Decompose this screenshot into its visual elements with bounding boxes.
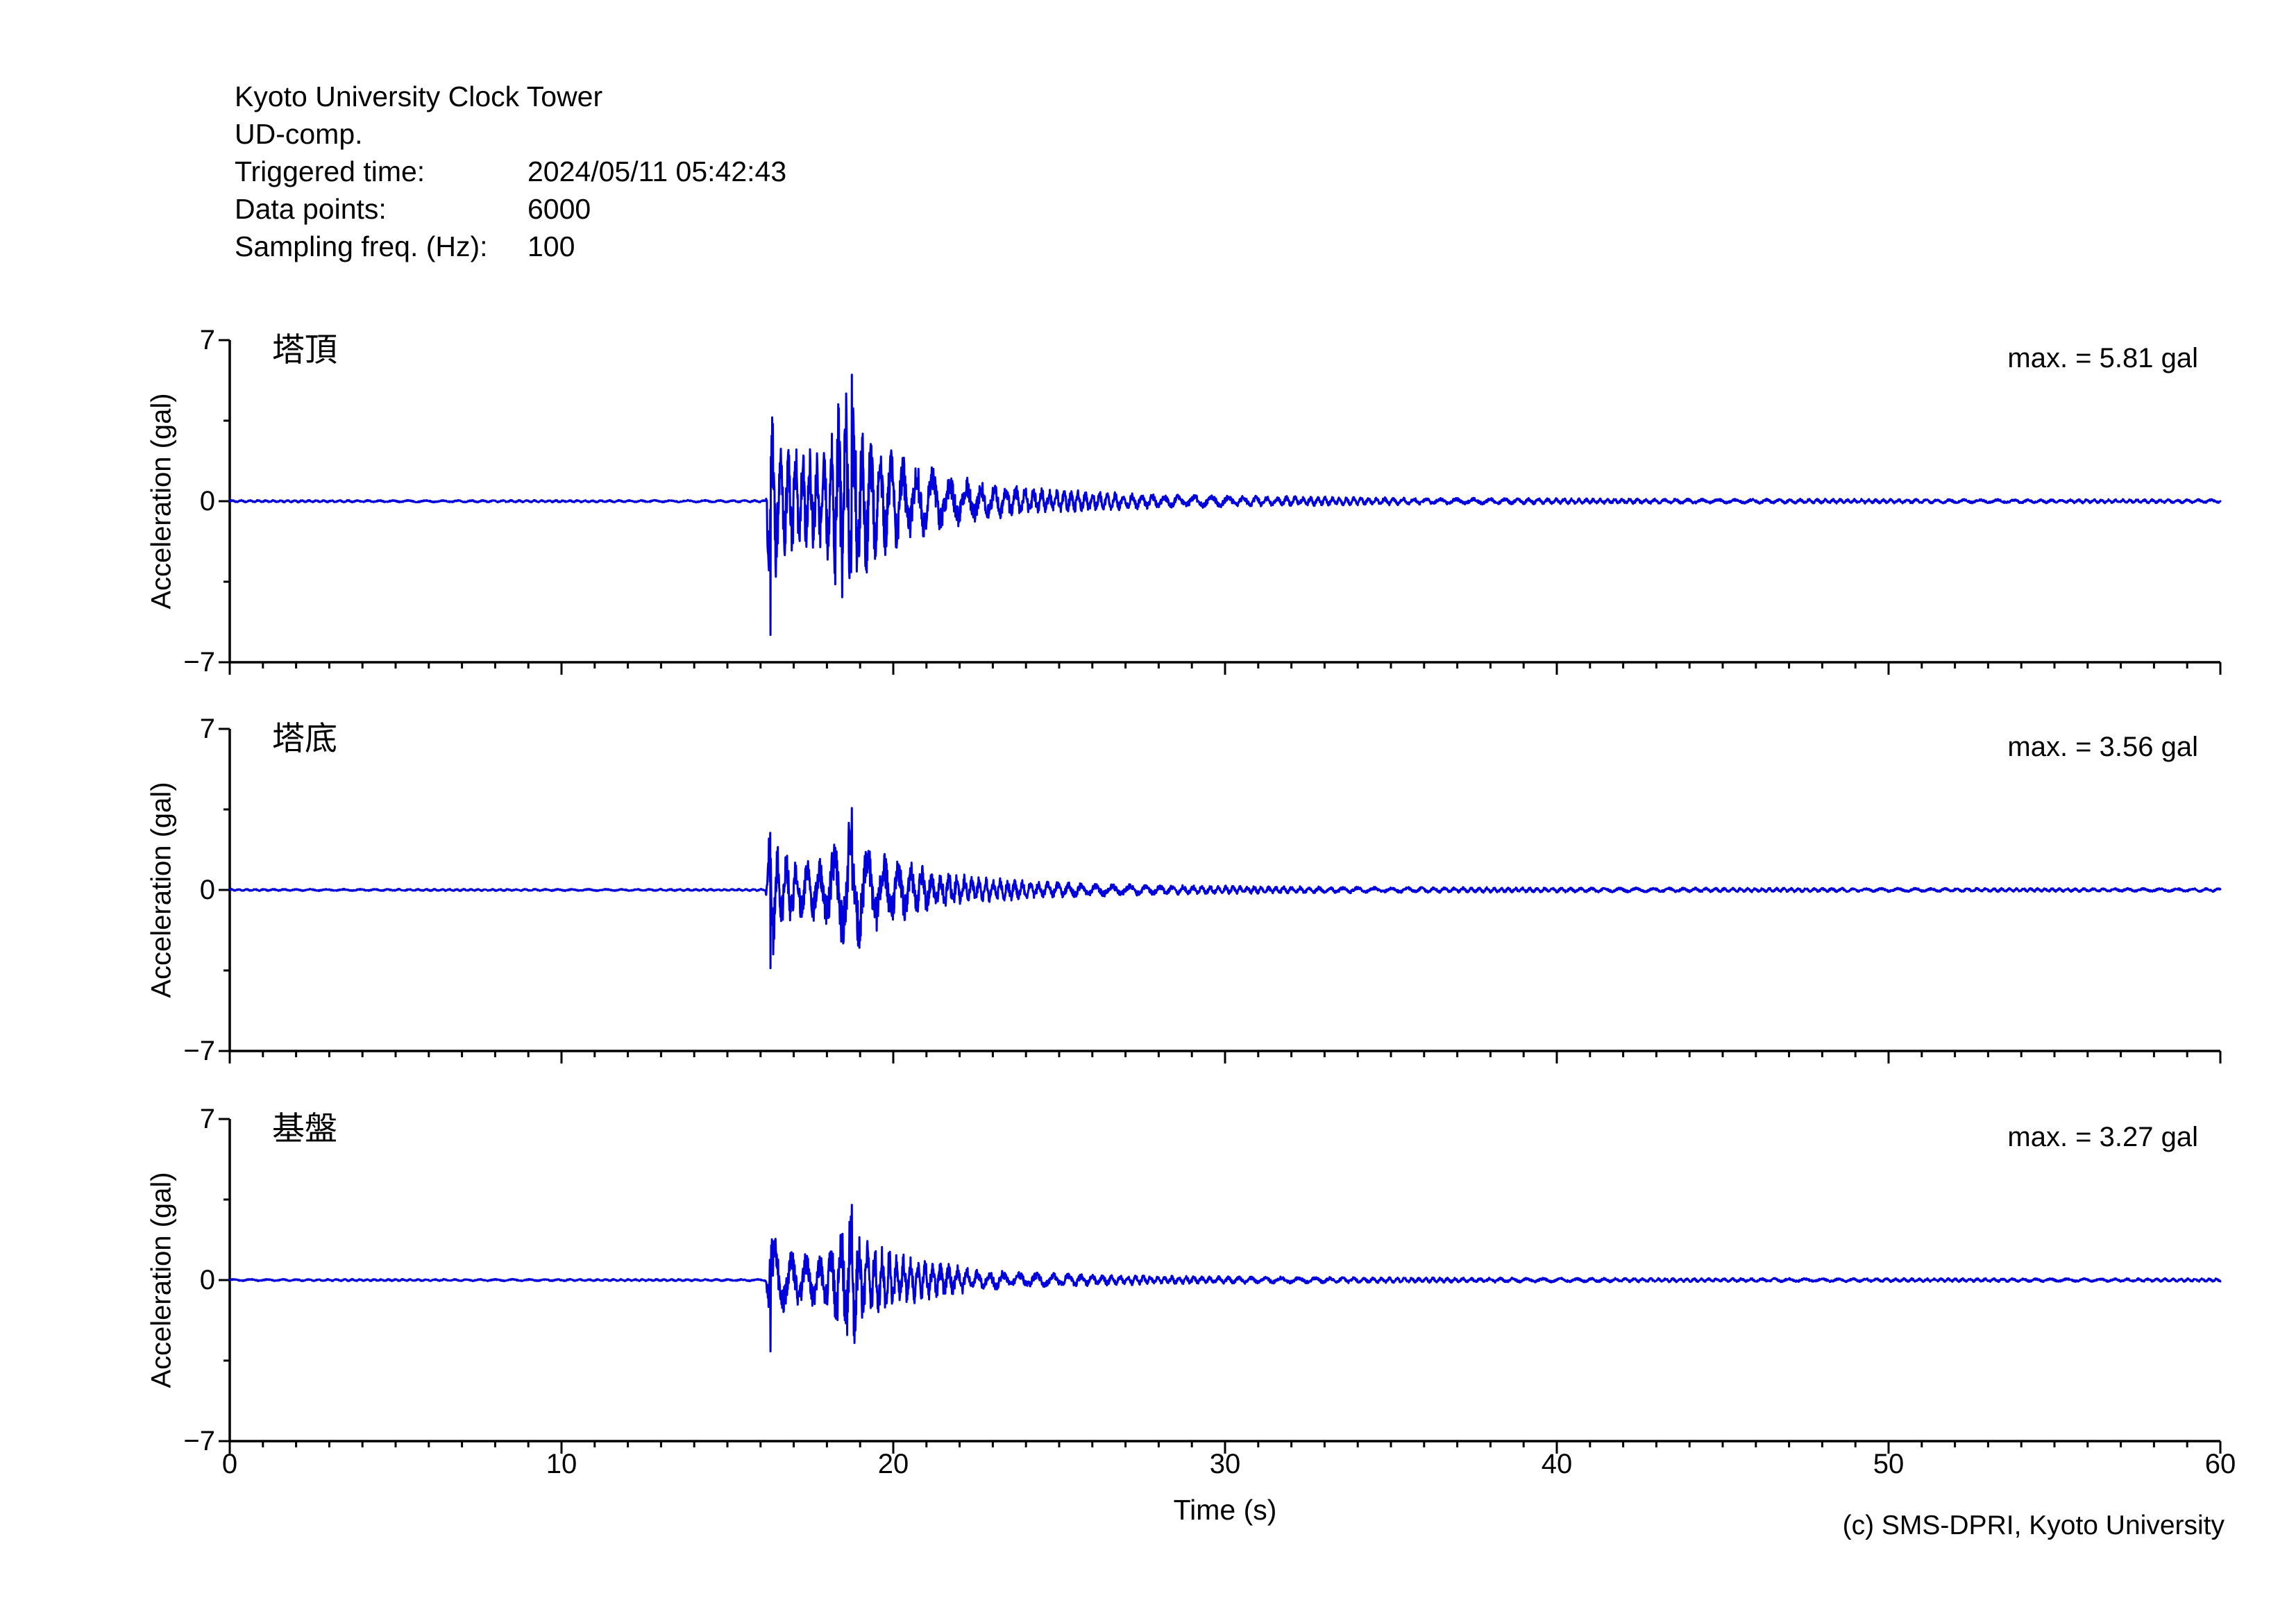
y-tick-label-0: 0 [199,1265,215,1295]
max-value-label: max. = 3.27 gal [2007,1122,2198,1152]
sampling-freq-label: Sampling freq. (Hz): [235,230,488,262]
copyright-credit: (c) SMS-DPRI, Kyoto University [1842,1511,2225,1540]
seismogram-plot [219,1118,2222,1454]
x-tick-label: 30 [1209,1449,1241,1479]
channel-label: 塔底 [272,720,337,757]
y-tick-label-minus7: −7 [183,647,215,678]
triggered-time-row: Triggered time: 2024/05/11 05:42:43 [235,153,786,190]
y-tick-label-0: 0 [199,875,215,905]
x-tick-label: 60 [2204,1449,2236,1479]
max-value-label: max. = 3.56 gal [2007,732,2198,762]
x-tick-label: 0 [221,1449,238,1479]
x-axis-tick-labels: 0 10 20 30 40 50 60 [0,1447,2296,1481]
data-points-value: 6000 [527,193,591,225]
triggered-time-label: Triggered time: [235,155,425,187]
y-tick-label-minus7: −7 [183,1036,215,1066]
y-tick-label-7: 7 [199,714,215,744]
sampling-freq-row: Sampling freq. (Hz): 100 [235,228,575,265]
y-tick-label-7: 7 [199,1104,215,1134]
channel-label: 塔頂 [272,331,337,368]
component-label: UD-comp. [235,118,363,150]
triggered-time-value: 2024/05/11 05:42:43 [527,155,787,187]
seismogram-plot [219,339,2222,675]
y-tick-label-minus7: −7 [183,1426,215,1456]
x-tick-label: 10 [546,1449,577,1479]
max-value-label: max. = 5.81 gal [2007,343,2198,373]
x-tick-label: 20 [877,1449,909,1479]
data-points-row: Data points: 6000 [235,190,591,228]
x-tick-label: 50 [1873,1449,1905,1479]
channel-label: 基盤 [272,1110,337,1147]
seismogram-plot [219,728,2222,1063]
x-tick-label: 40 [1541,1449,1573,1479]
data-points-label: Data points: [235,193,387,225]
y-tick-label-7: 7 [199,325,215,355]
station-title: Kyoto University Clock Tower [235,81,603,112]
y-tick-label-0: 0 [199,486,215,516]
sampling-freq-value: 100 [527,230,575,262]
x-axis-title: Time (s) [1173,1494,1277,1526]
